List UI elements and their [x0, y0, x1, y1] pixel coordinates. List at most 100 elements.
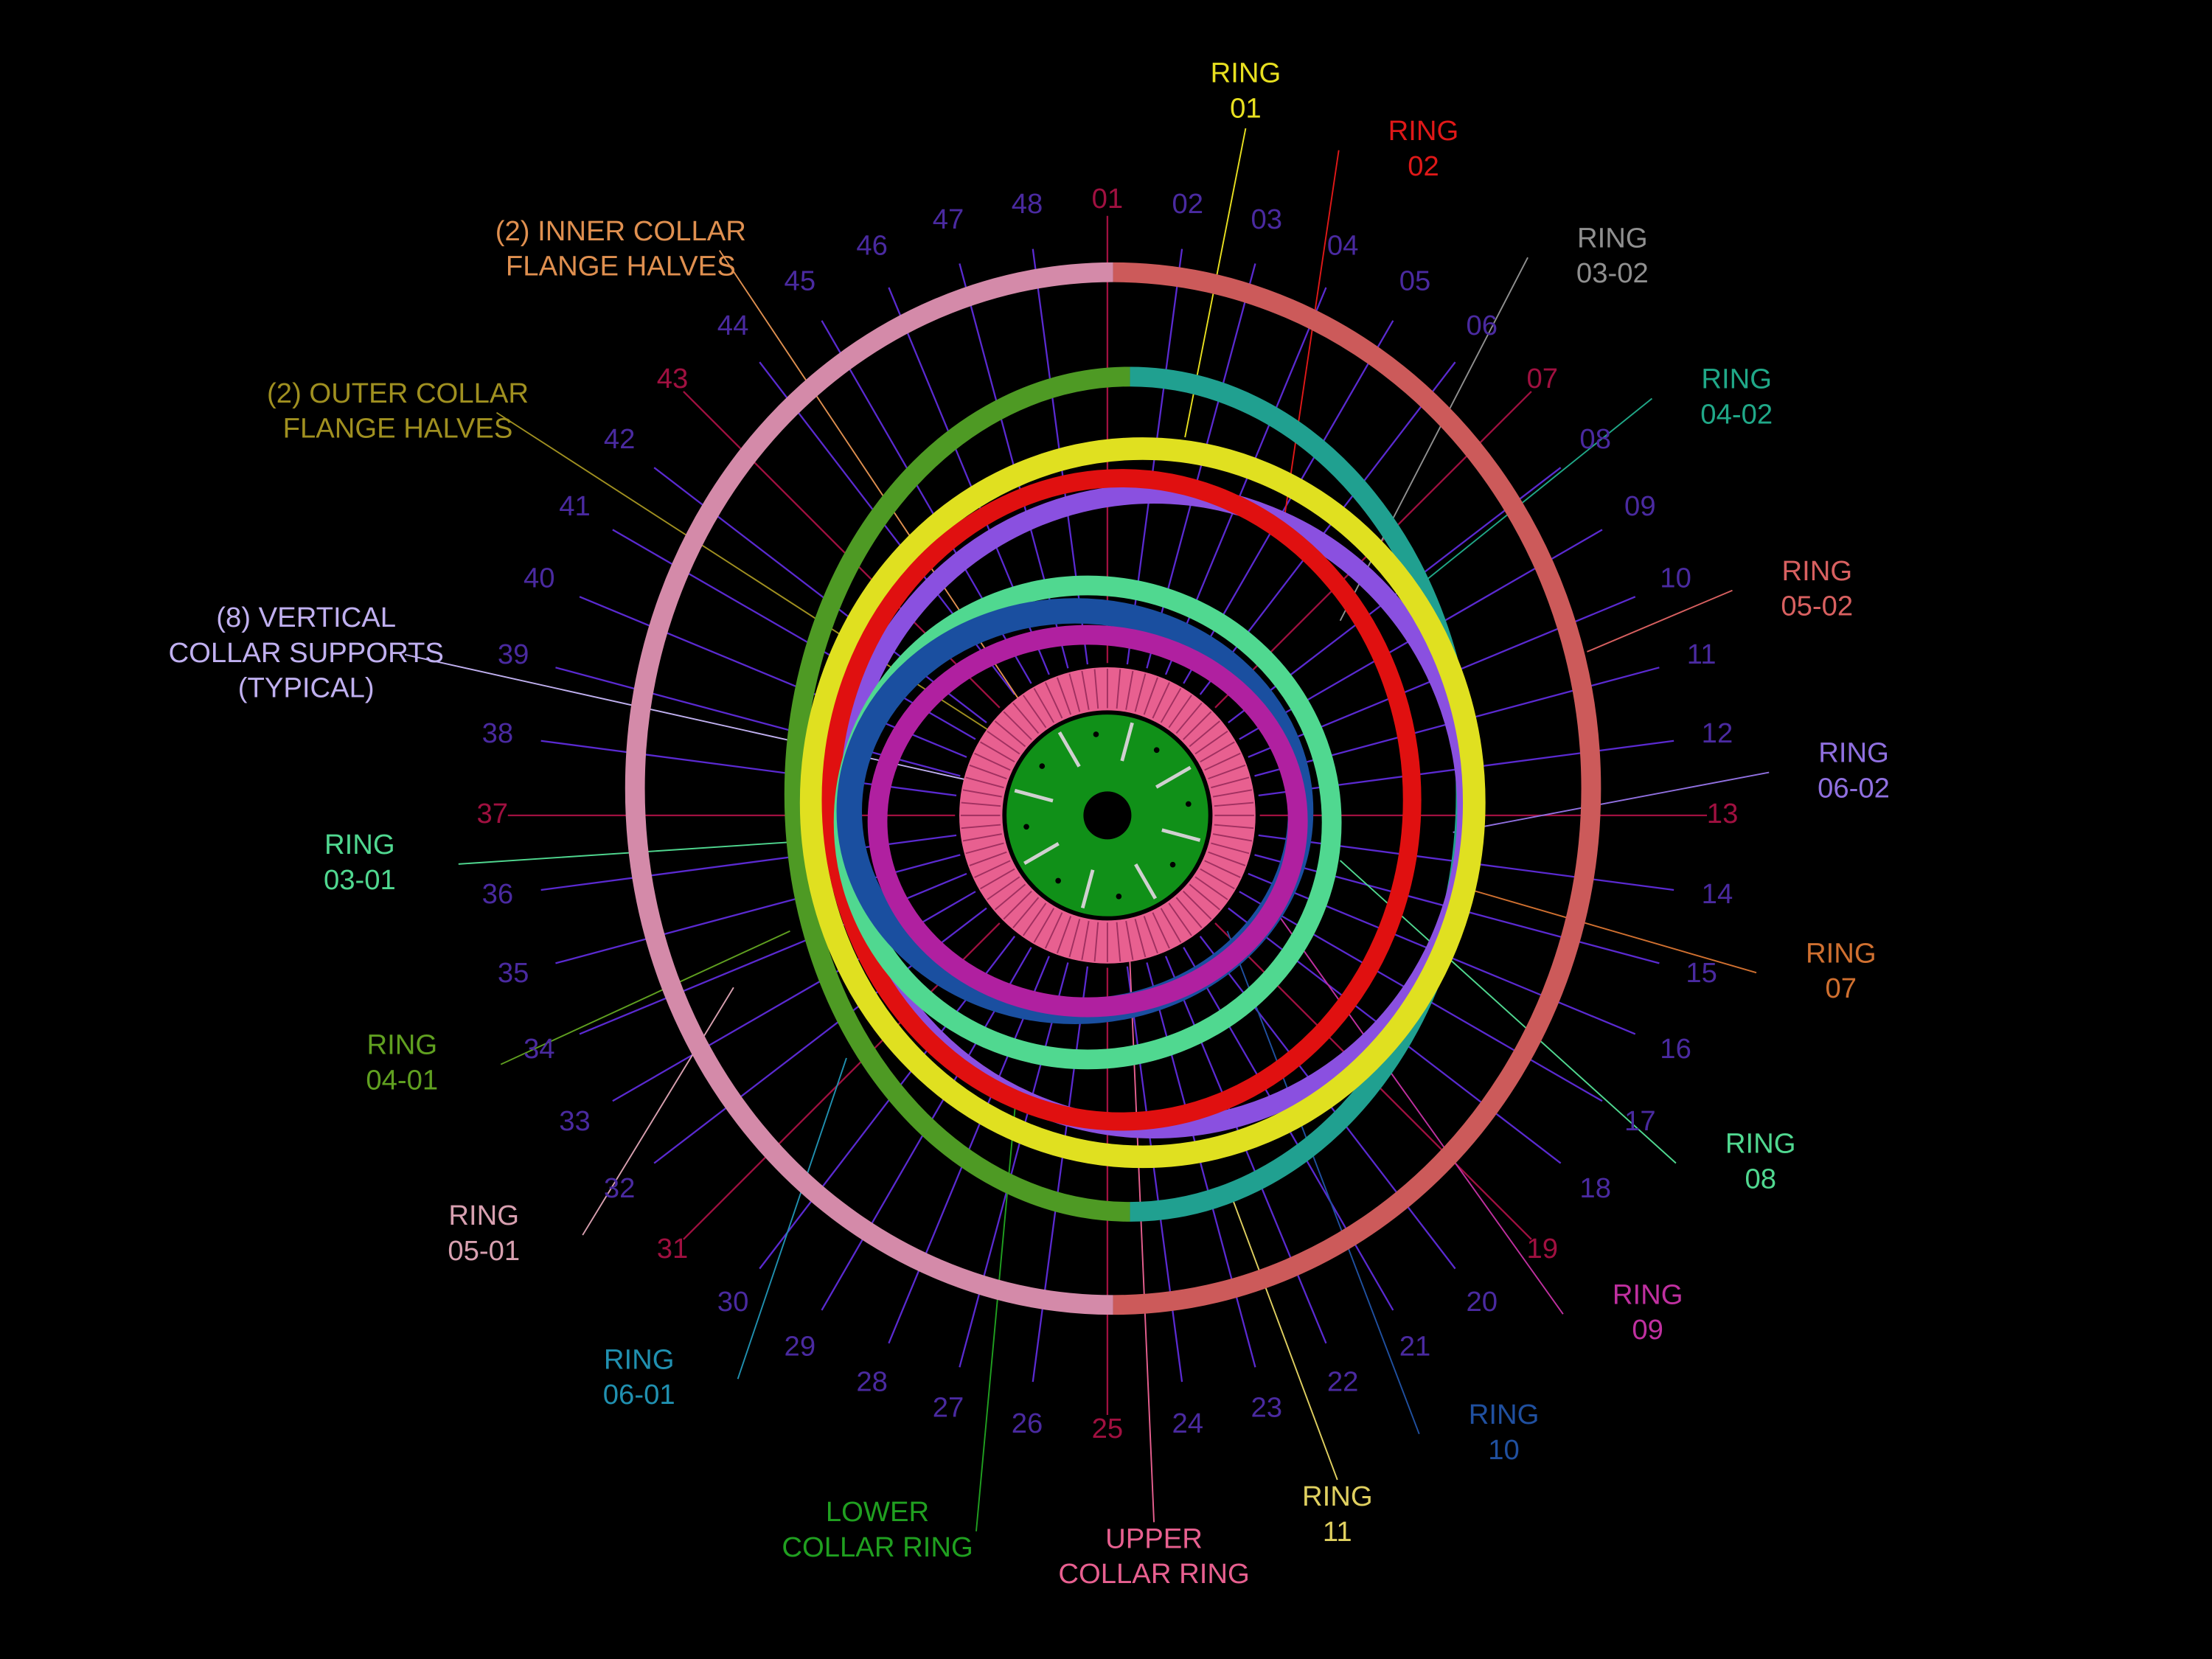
collar-segment: [1194, 876, 1228, 900]
collar-segment: [1168, 902, 1192, 936]
collar-segment: [969, 764, 1007, 780]
collar-segment: [1183, 891, 1212, 920]
leader-line: [737, 1057, 847, 1380]
callout-label: 04-02: [1700, 399, 1773, 431]
leader-line: [1127, 931, 1155, 1523]
collar-segment: [962, 789, 1002, 798]
callout-label: COLLAR SUPPORTS: [168, 637, 443, 669]
spoke-number: 48: [1012, 188, 1043, 220]
callout-label: RING: [1818, 737, 1889, 769]
spoke-number: 41: [559, 490, 591, 522]
collar-segment: [1200, 741, 1235, 762]
spoke-number: 37: [476, 798, 508, 830]
spoke-number: 39: [498, 639, 529, 670]
spoke-number: 04: [1327, 229, 1359, 261]
collar-segment: [1125, 920, 1134, 960]
collar-segment: [1211, 842, 1250, 855]
callout-label: 03-01: [324, 864, 396, 896]
callout-label: (2) INNER COLLAR: [495, 215, 746, 247]
leader-line: [582, 987, 734, 1236]
collar-segment: [1125, 670, 1134, 710]
spoke-number: 32: [604, 1172, 636, 1204]
spoke-number: 35: [498, 957, 529, 989]
vertical-support: [1134, 863, 1158, 900]
spoke-number: 45: [785, 265, 816, 297]
collar-segment: [1056, 916, 1072, 954]
spoke-number: 18: [1579, 1172, 1611, 1204]
spoke-number: 27: [933, 1392, 964, 1424]
collar-segment: [1152, 682, 1170, 719]
spoke-number: 08: [1579, 423, 1611, 455]
callout-label: 04-01: [366, 1065, 438, 1096]
collar-segment: [974, 860, 1011, 878]
spoke-number: 42: [604, 423, 636, 455]
spoke-number: 22: [1327, 1366, 1359, 1398]
collar-segment: [1175, 702, 1203, 734]
ring-half: [1113, 262, 1601, 1315]
callout-label: RING: [1701, 364, 1772, 395]
collar-segment: [1204, 860, 1241, 878]
spoke-number: 12: [1702, 717, 1733, 749]
vertical-support: [1155, 765, 1192, 789]
collar-segment: [1033, 688, 1055, 723]
collar-segment: [1152, 912, 1170, 949]
spoke-number: 06: [1466, 310, 1498, 341]
spoke-number: 10: [1660, 563, 1691, 594]
callout-label: RING: [1725, 1128, 1796, 1160]
collar-segment: [1068, 919, 1081, 958]
callout-label: RING: [1577, 222, 1648, 254]
collar-segment: [961, 824, 1001, 830]
collar-segment: [1081, 920, 1090, 960]
collar-segment: [965, 842, 1004, 855]
callout-label: RING: [324, 829, 395, 860]
collar-segment: [1056, 677, 1072, 715]
leader-line: [1283, 150, 1340, 523]
spoke-number: 05: [1399, 265, 1431, 297]
callout-label: LOWER: [826, 1496, 929, 1528]
spoke-number: 02: [1172, 188, 1204, 220]
callout-label: RING: [1613, 1279, 1683, 1310]
callout-label: UPPER: [1105, 1523, 1203, 1554]
leader-line: [1226, 931, 1420, 1435]
collar-segment: [1022, 902, 1047, 936]
collar-segment: [1211, 776, 1250, 789]
spoke-number: 26: [1012, 1408, 1043, 1439]
spoke-number: 31: [657, 1233, 689, 1265]
collar-segment: [1068, 673, 1081, 712]
ring: [821, 469, 1422, 1131]
spoke-number: 38: [482, 717, 514, 749]
collar-segment: [1093, 922, 1099, 962]
spoke-line: [1126, 966, 1183, 1382]
spoke-number: 21: [1399, 1330, 1431, 1362]
collar-segment: [1134, 919, 1147, 958]
callout-label: FLANGE HALVES: [506, 251, 736, 282]
spoke-number: 44: [717, 310, 749, 341]
callout-label: RING: [1388, 115, 1459, 147]
collar-segment: [1160, 908, 1182, 943]
collar-segment: [980, 741, 1015, 762]
collar-segment: [1175, 897, 1203, 928]
collar-segment: [961, 801, 1001, 807]
callout-label: COLLAR RING: [782, 1531, 973, 1563]
spoke-line: [1146, 962, 1256, 1368]
center-hole: [1083, 791, 1132, 840]
callout-label: RING: [366, 1029, 437, 1061]
collar-segment: [994, 720, 1026, 748]
collar-segment: [1116, 922, 1121, 962]
spoke-number: 07: [1526, 363, 1558, 394]
collar-segment: [1081, 670, 1090, 710]
collar-segment: [965, 776, 1004, 789]
spoke-number: 34: [524, 1033, 555, 1065]
callout-label: 11: [1323, 1516, 1352, 1548]
leader-line: [1587, 589, 1733, 653]
leader-line: [500, 930, 790, 1065]
collar-segment: [1194, 730, 1228, 755]
vertical-support: [1014, 788, 1054, 803]
collar-segment: [1189, 720, 1220, 748]
spoke-number: 40: [524, 563, 555, 594]
collar-segment: [1044, 912, 1063, 949]
bolt: [1116, 893, 1122, 900]
collar-segment: [1143, 916, 1158, 954]
callout-label: 02: [1408, 150, 1439, 182]
